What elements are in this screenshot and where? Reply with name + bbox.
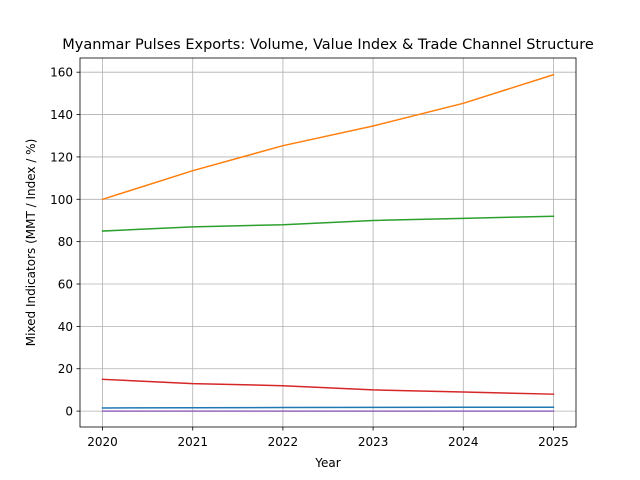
x-tick-label: 2022 xyxy=(268,435,299,449)
series-1-line xyxy=(101,406,555,409)
x-tick-label: 2021 xyxy=(177,435,208,449)
y-tick-label: 140 xyxy=(50,108,73,122)
y-tick-label: 120 xyxy=(50,150,73,164)
y-tick-label: 0 xyxy=(65,405,73,419)
y-axis-label: Mixed Indicators (MMT / Index / %) xyxy=(24,139,38,347)
x-tick-label: 2025 xyxy=(538,435,569,449)
series-3-line xyxy=(101,215,555,232)
y-tick-label: 100 xyxy=(50,193,73,207)
y-tick-label: 80 xyxy=(58,235,73,249)
chart-title: Myanmar Pulses Exports: Volume, Value In… xyxy=(62,37,594,53)
grid-layer xyxy=(80,58,576,427)
y-tick-label: 60 xyxy=(58,278,73,292)
y-tick-label: 40 xyxy=(58,320,73,334)
y-tick-label: 160 xyxy=(50,66,73,80)
plot-frame xyxy=(79,57,577,428)
x-tick-label: 2020 xyxy=(87,435,118,449)
y-tick-label: 20 xyxy=(58,362,73,376)
x-tick-label: 2023 xyxy=(358,435,389,449)
tick-layer: 2020 2021 2022 2023 2024 2025 0 20 40 60 80 100 120 1… xyxy=(50,66,569,449)
series-2-line xyxy=(101,73,555,201)
series-layer xyxy=(101,73,555,412)
x-axis-label: Year xyxy=(314,456,340,470)
series-4-line xyxy=(101,378,555,395)
x-tick-label: 2024 xyxy=(448,435,479,449)
